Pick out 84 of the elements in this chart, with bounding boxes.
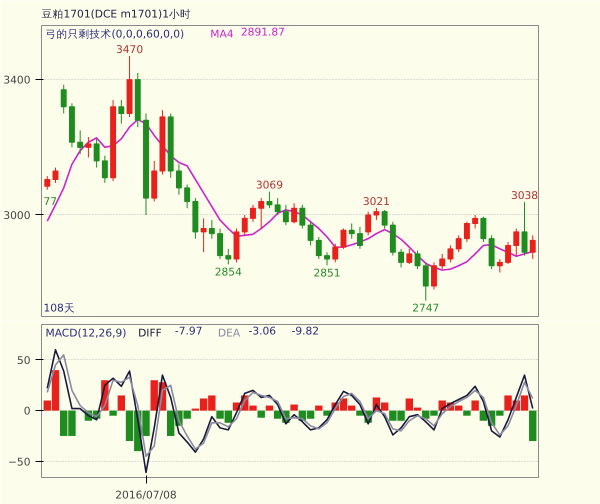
annotation: 2747	[412, 302, 440, 315]
candlestick	[200, 218, 207, 253]
bar	[109, 410, 117, 416]
candlestick	[447, 244, 454, 263]
candlestick	[176, 164, 182, 196]
annotation: 3021	[362, 194, 390, 208]
candlestick	[422, 262, 429, 302]
candlestick	[308, 221, 314, 246]
text: DEA	[218, 326, 241, 340]
y-tick-label: −50	[8, 455, 31, 468]
annotation: 108天	[44, 302, 75, 314]
bar	[118, 395, 126, 411]
candlestick	[266, 191, 272, 209]
candlestick	[480, 216, 486, 243]
candlestick	[340, 228, 346, 250]
annotation: 3069	[256, 178, 284, 192]
annotation: -9.82	[292, 324, 320, 338]
candlestick	[208, 220, 215, 240]
candlestick	[291, 202, 298, 224]
line-series	[46, 349, 534, 474]
candlestick	[348, 222, 355, 240]
annotation: 77	[44, 195, 58, 208]
bar	[471, 400, 479, 411]
candlestick	[118, 99, 124, 124]
y-tick-label: 3400	[3, 74, 31, 87]
text: DIFF	[138, 326, 162, 340]
candlestick	[44, 176, 50, 190]
candlestick	[496, 258, 503, 274]
candlestick	[472, 214, 478, 230]
chart-subtitle: 弓的只剩技术(0,0,0,60,0,0)	[46, 28, 184, 40]
bar	[315, 406, 323, 411]
annotation: 2891.87	[240, 26, 285, 38]
candlestick	[77, 130, 84, 155]
candlestick	[274, 198, 281, 216]
bar	[290, 404, 298, 411]
candlestick	[102, 155, 108, 184]
y-tick-label: 50	[16, 354, 31, 367]
candlestick	[373, 207, 380, 221]
candlestick	[464, 221, 470, 243]
candlestick	[282, 204, 289, 226]
chart-title: 豆粕1701(DCE m1701)1小时	[42, 8, 191, 20]
candlestick	[414, 250, 421, 270]
candlestick	[94, 138, 100, 168]
y-tick-label: 0	[24, 404, 31, 418]
bar	[266, 406, 274, 411]
candlestick	[324, 252, 330, 266]
candlestick	[316, 236, 322, 260]
candlestick	[356, 226, 363, 250]
candlestick	[332, 243, 338, 263]
candlestick	[513, 228, 520, 256]
candlestick	[365, 211, 372, 236]
candlestick	[258, 198, 264, 230]
annotation: -3.06	[248, 324, 276, 338]
candlestick	[505, 242, 512, 265]
candlestick	[225, 248, 232, 265]
candlestick	[398, 248, 404, 268]
candlestick	[60, 84, 67, 114]
annotation: -7.97	[174, 324, 202, 338]
annotation: 3038	[510, 189, 538, 202]
y-tick-label: 3000	[3, 208, 31, 222]
candlestick	[52, 167, 58, 184]
candlestick	[217, 228, 224, 260]
candlestick	[431, 262, 437, 290]
candlestick	[382, 209, 388, 230]
annotation: 3470	[116, 42, 144, 56]
candlestick	[522, 202, 528, 256]
x-tick-label: 2016/07/08	[115, 488, 177, 502]
candlestick	[250, 204, 256, 222]
candlestick	[530, 234, 536, 260]
line-series	[46, 354, 534, 458]
candlestick	[406, 248, 412, 265]
bar	[463, 410, 471, 416]
bar	[529, 410, 536, 442]
annotation: 2851	[313, 266, 341, 280]
bar	[257, 410, 265, 418]
candlestick	[439, 253, 446, 270]
chart-title: MACD(12,26,9)	[46, 326, 126, 340]
text: MA4	[210, 28, 234, 40]
candlestick	[184, 184, 190, 209]
candlestick	[242, 214, 248, 236]
candlestick	[456, 234, 462, 253]
candlestick	[299, 204, 306, 230]
candlestick	[85, 136, 92, 158]
annotation: 2854	[214, 265, 242, 278]
